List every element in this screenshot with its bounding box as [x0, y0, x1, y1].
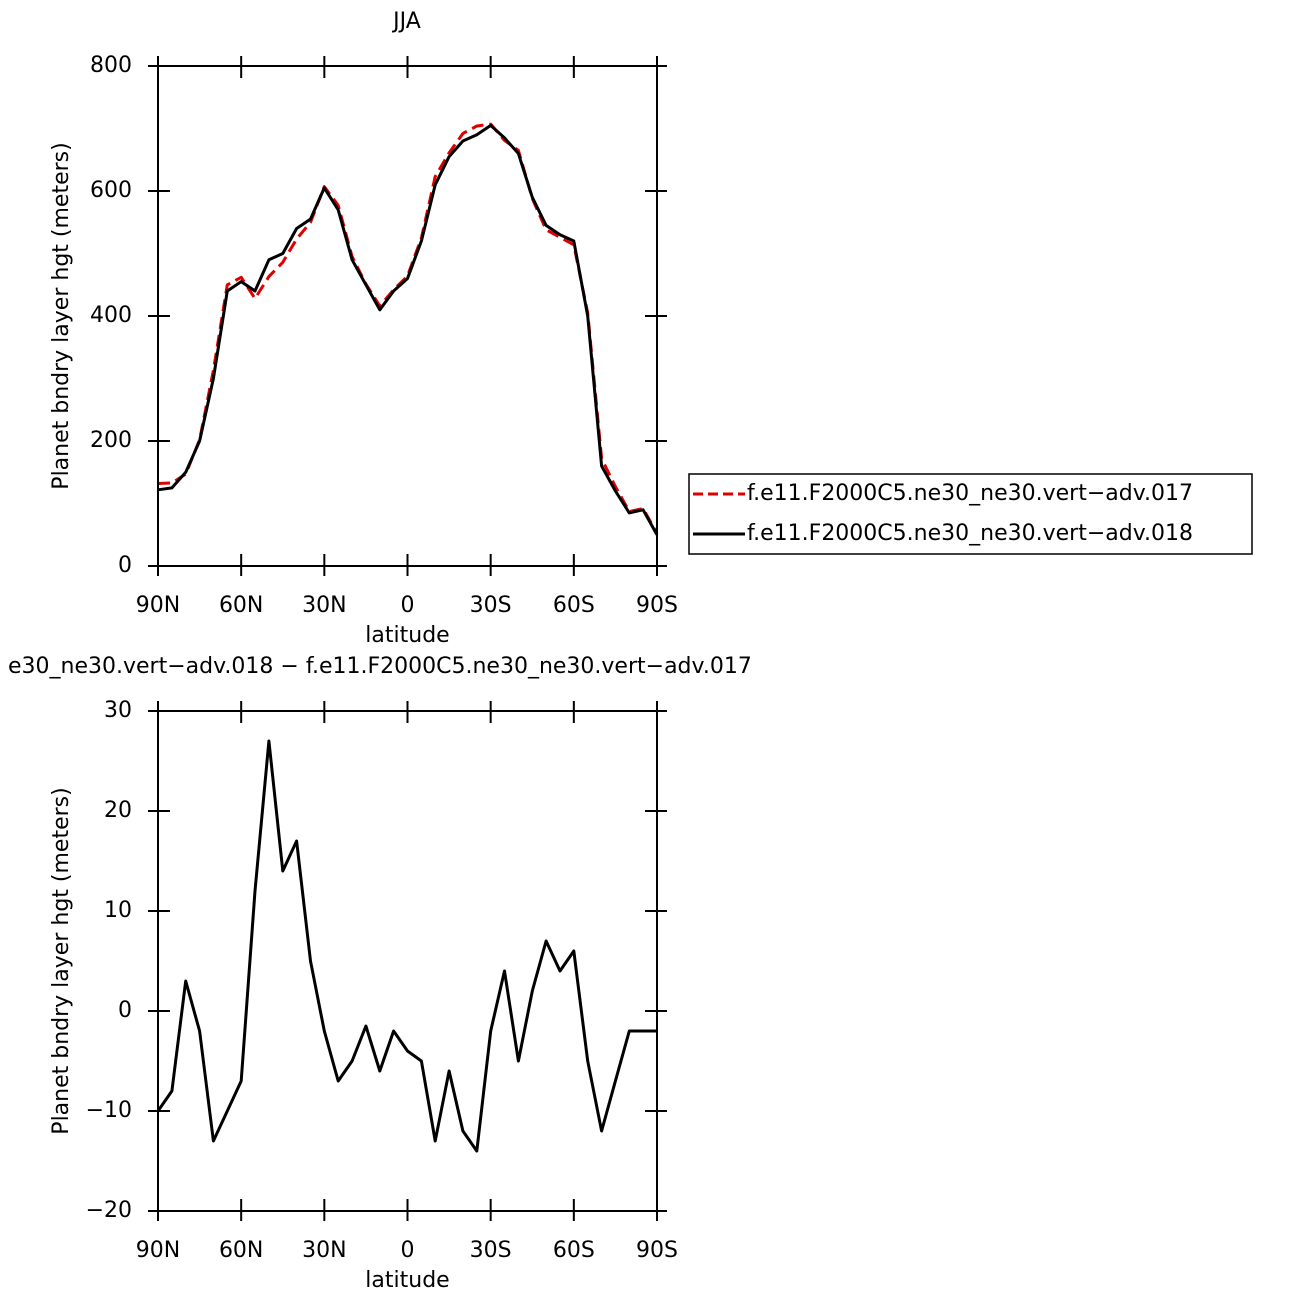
x-tick-label: 0 [401, 593, 415, 618]
x-tick-label: 90N [136, 1238, 180, 1263]
y-axis-label: Planet bndry layer hgt (meters) [49, 142, 74, 489]
x-tick-label: 30N [302, 593, 346, 618]
plot-frame [157, 65, 658, 567]
y-tick-label: 0 [118, 998, 132, 1023]
x-tick-label: 90S [636, 593, 678, 618]
y-tick-label: 0 [118, 553, 132, 578]
x-tick-label: 30N [302, 1238, 346, 1263]
y-tick-label: −10 [86, 1098, 132, 1123]
x-tick-label: 60N [219, 1238, 263, 1263]
legend-box [688, 473, 1253, 555]
x-tick-label: 60S [553, 1238, 595, 1263]
x-tick-label: 60N [219, 593, 263, 618]
series-line [157, 123, 659, 536]
series-line [157, 122, 659, 535]
x-axis-label: latitude [365, 623, 449, 648]
chart-title: e30_ne30.vert−adv.018 − f.e11.F2000C5.ne… [8, 654, 752, 679]
x-axis-label: latitude [365, 1268, 449, 1293]
x-tick-label: 90S [636, 1238, 678, 1263]
chart-title: JJA [391, 9, 421, 34]
y-tick-label: 800 [90, 53, 132, 78]
x-tick-label: 0 [401, 1238, 415, 1263]
x-tick-label: 60S [553, 593, 595, 618]
x-tick-label: 30S [470, 1238, 512, 1263]
series-line [156, 739, 657, 1153]
y-tick-label: 30 [104, 698, 132, 723]
y-axis-label: Planet bndry layer hgt (meters) [49, 787, 74, 1134]
plot-frame [157, 710, 658, 1212]
y-tick-label: 400 [90, 303, 132, 328]
y-tick-label: 200 [90, 428, 132, 453]
y-tick-label: −20 [86, 1198, 132, 1223]
legend-label: f.e11.F2000C5.ne30_ne30.vert−adv.018 [747, 521, 1193, 546]
x-tick-label: 90N [136, 593, 180, 618]
y-tick-label: 10 [104, 898, 132, 923]
legend-label: f.e11.F2000C5.ne30_ne30.vert−adv.017 [747, 481, 1193, 506]
y-tick-label: 20 [104, 798, 132, 823]
x-tick-label: 30S [470, 593, 512, 618]
y-tick-label: 600 [90, 178, 132, 203]
